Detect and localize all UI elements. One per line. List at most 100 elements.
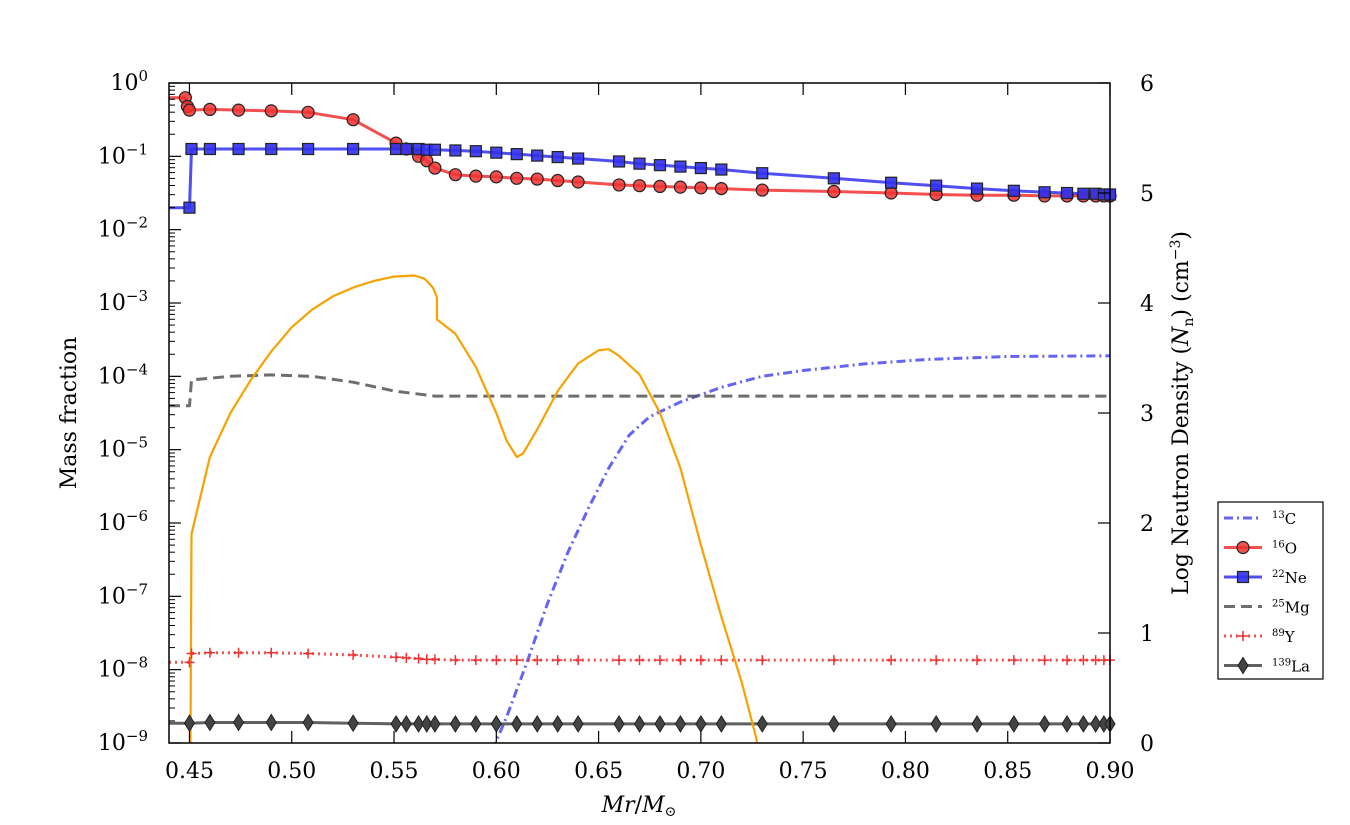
y-right-tick-label: 3 <box>1140 402 1154 427</box>
marker-89Y <box>532 655 543 666</box>
marker-16O <box>530 172 544 186</box>
marker-22Ne-shape <box>633 157 646 170</box>
marker-139La-shape <box>531 714 543 733</box>
marker-89Y <box>972 655 983 666</box>
marker-22Ne-shape <box>694 161 707 175</box>
marker-16O-shape <box>510 171 524 185</box>
marker-139La <box>756 714 768 733</box>
marker-89Y-shape <box>186 648 197 659</box>
y-left-tick-label: 10−9 <box>98 727 148 756</box>
y-right-tick-label: 6 <box>1140 72 1154 97</box>
marker-139La <box>930 714 942 733</box>
y-right-tick-label: 5 <box>1140 182 1154 207</box>
marker-89Y <box>1008 655 1019 666</box>
legend-label: 13C <box>1272 510 1296 528</box>
marker-22Ne <box>265 142 278 156</box>
legend-marker-shape <box>1236 570 1250 584</box>
marker-22Ne-shape <box>347 142 360 156</box>
marker-139La-shape <box>1038 714 1051 733</box>
marker-89Y-shape <box>233 647 244 658</box>
marker-139La <box>1061 714 1073 733</box>
marker-89Y-shape <box>450 655 461 666</box>
marker-89Y <box>1078 655 1089 666</box>
marker-89Y <box>511 655 522 666</box>
marker-16O-shape <box>571 175 585 189</box>
legend-label: 139La <box>1272 658 1310 676</box>
marker-22Ne-shape <box>1060 186 1074 200</box>
marker-16O <box>231 103 246 117</box>
marker-89Y-shape <box>716 655 727 666</box>
marker-89Y-shape <box>654 655 665 666</box>
marker-89Y-shape <box>757 655 768 666</box>
legend: 13C 16O 22Ne 25Mg 89Y 139La <box>1217 501 1324 680</box>
marker-22Ne <box>930 179 943 192</box>
marker-139La <box>971 714 983 733</box>
marker-22Ne-shape <box>653 159 667 172</box>
legend-item-16O: 16O <box>1224 540 1297 558</box>
marker-22Ne-shape <box>400 142 413 156</box>
y-left-tick-label: 10−7 <box>98 580 148 609</box>
legend-item-22Ne: 22Ne <box>1224 569 1307 587</box>
marker-139La <box>265 713 277 732</box>
marker-139La <box>1090 714 1102 733</box>
marker-22Ne <box>694 161 707 175</box>
marker-22Ne <box>1077 187 1090 200</box>
marker-139La-shape <box>232 713 245 732</box>
legend-marker <box>1237 656 1249 675</box>
marker-16O <box>264 104 278 118</box>
x-tick-label: 0.60 <box>472 759 521 784</box>
marker-139La-shape <box>695 714 707 733</box>
marker-89Y <box>391 652 402 663</box>
legend-marker-shape <box>1236 540 1250 555</box>
marker-22Ne-shape <box>1007 184 1020 197</box>
marker-89Y <box>573 655 584 666</box>
marker-89Y <box>450 655 461 666</box>
marker-139La <box>412 714 425 733</box>
marker-139La <box>421 714 433 733</box>
marker-22Ne <box>531 149 544 162</box>
y-axis-label-left: Mass fraction <box>57 337 82 490</box>
y-right-tick-label: 1 <box>1140 622 1154 647</box>
marker-89Y <box>634 655 645 666</box>
marker-89Y <box>204 647 215 658</box>
marker-22Ne-shape <box>531 149 544 162</box>
marker-139La <box>429 714 441 733</box>
x-tick-label: 0.65 <box>574 759 623 784</box>
marker-89Y <box>266 647 277 658</box>
marker-89Y-shape <box>204 647 215 658</box>
marker-139La-shape <box>715 714 727 733</box>
legend-marker-shape <box>1237 656 1249 675</box>
marker-139La <box>232 713 245 732</box>
x-tick-label: 0.75 <box>779 759 828 784</box>
series-line-13C <box>493 354 1110 743</box>
legend-marker <box>1236 540 1250 555</box>
marker-16O <box>489 170 503 184</box>
marker-16O-shape <box>203 102 217 117</box>
marker-22Ne <box>232 142 245 156</box>
marker-139La-shape <box>971 714 983 733</box>
marker-89Y-shape <box>184 657 195 668</box>
marker-139La-shape <box>572 714 584 733</box>
marker-22Ne-shape <box>827 172 840 185</box>
marker-16O <box>827 184 841 199</box>
marker-16O <box>632 179 647 193</box>
marker-89Y-shape <box>828 655 839 666</box>
series-line-22Ne <box>169 147 1110 210</box>
marker-22Ne-shape <box>389 142 403 156</box>
marker-16O-shape <box>346 113 360 127</box>
marker-16O <box>612 178 626 192</box>
marker-16O-shape <box>551 173 565 188</box>
marker-22Ne <box>203 142 217 156</box>
marker-89Y-shape <box>491 655 502 666</box>
marker-139La <box>552 714 564 733</box>
marker-16O-shape <box>694 181 708 195</box>
legend-box <box>1217 501 1324 680</box>
marker-139La <box>204 713 216 732</box>
marker-22Ne <box>428 143 442 156</box>
marker-139La-shape <box>552 714 564 733</box>
marker-89Y <box>470 655 481 666</box>
marker-139La-shape <box>302 713 314 732</box>
legend-label: 22Ne <box>1272 569 1307 587</box>
marker-16O-shape <box>530 172 544 186</box>
marker-22Ne <box>510 148 523 161</box>
